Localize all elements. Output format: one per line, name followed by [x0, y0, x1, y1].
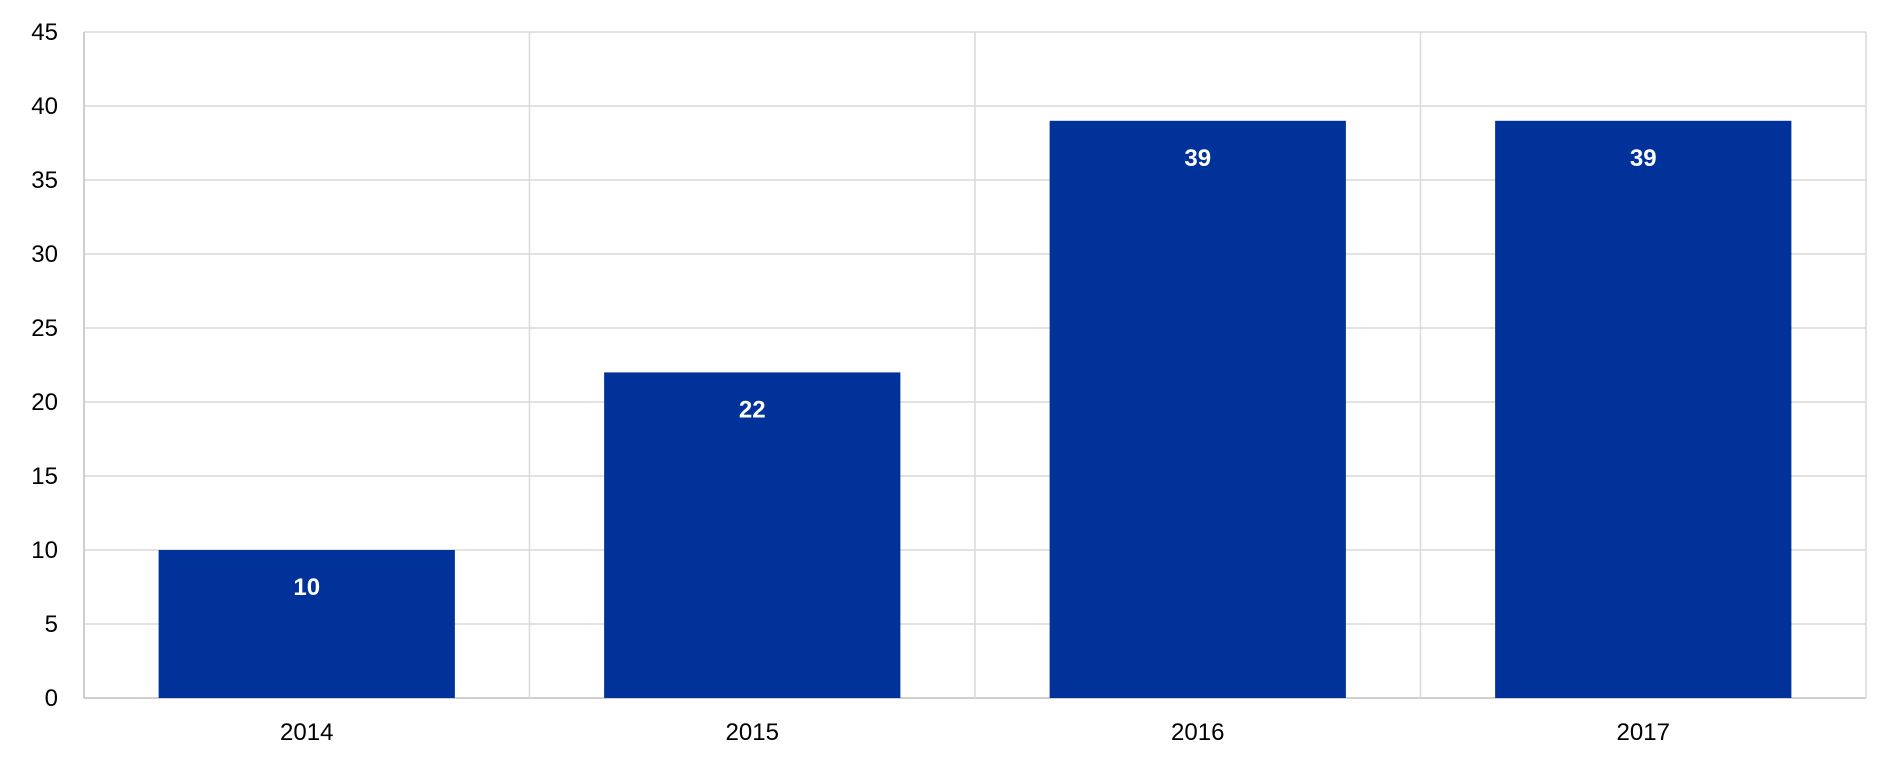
data-label: 39 — [1184, 145, 1211, 172]
bar-2016 — [1049, 120, 1346, 699]
y-tick-label: 10 — [31, 537, 58, 564]
bar-2014 — [158, 550, 455, 698]
y-axis-ticks: 0 5 10 15 20 25 30 35 40 45 — [31, 19, 58, 712]
bar-2015 — [604, 372, 901, 698]
y-tick-label: 35 — [31, 167, 58, 194]
x-tick-label: 2015 — [726, 719, 779, 746]
y-tick-label: 40 — [31, 93, 58, 120]
x-tick-label: 2014 — [280, 719, 333, 746]
data-label: 39 — [1630, 145, 1657, 172]
y-tick-label: 25 — [31, 315, 58, 342]
y-tick-label: 0 — [45, 685, 58, 712]
x-axis-ticks: 2014 2015 2016 2017 — [280, 719, 1670, 746]
y-tick-label: 20 — [31, 389, 58, 416]
y-tick-label: 30 — [31, 241, 58, 268]
bars — [158, 120, 1792, 699]
bar-2017 — [1495, 120, 1792, 699]
data-labels: 10 22 39 39 — [293, 145, 1656, 601]
data-label: 10 — [293, 574, 320, 601]
y-tick-label: 45 — [31, 19, 58, 46]
x-tick-label: 2016 — [1171, 719, 1224, 746]
y-tick-label: 5 — [45, 611, 58, 638]
y-tick-label: 15 — [31, 463, 58, 490]
data-label: 22 — [739, 396, 766, 423]
x-tick-label: 2017 — [1617, 719, 1670, 746]
